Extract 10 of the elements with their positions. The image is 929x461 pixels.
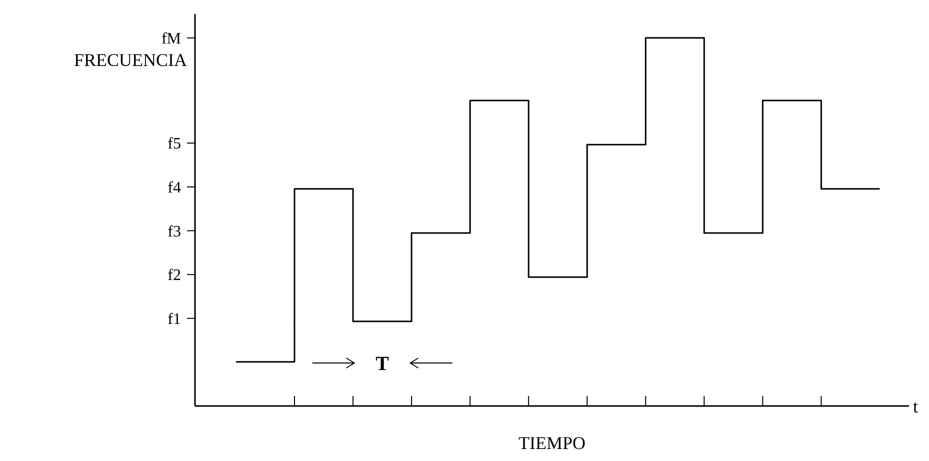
- text: f4: [168, 180, 181, 197]
- text: f2: [168, 267, 181, 284]
- text: f5: [168, 136, 181, 153]
- text: fM: [161, 30, 181, 48]
- y-axis-title: FRECUENCIA: [74, 50, 187, 70]
- text: t: [913, 396, 918, 416]
- x-axis-title: TIEMPO: [518, 433, 586, 453]
- annotation: T: [376, 353, 390, 375]
- text: f1: [168, 310, 181, 328]
- text: f3: [168, 223, 181, 240]
